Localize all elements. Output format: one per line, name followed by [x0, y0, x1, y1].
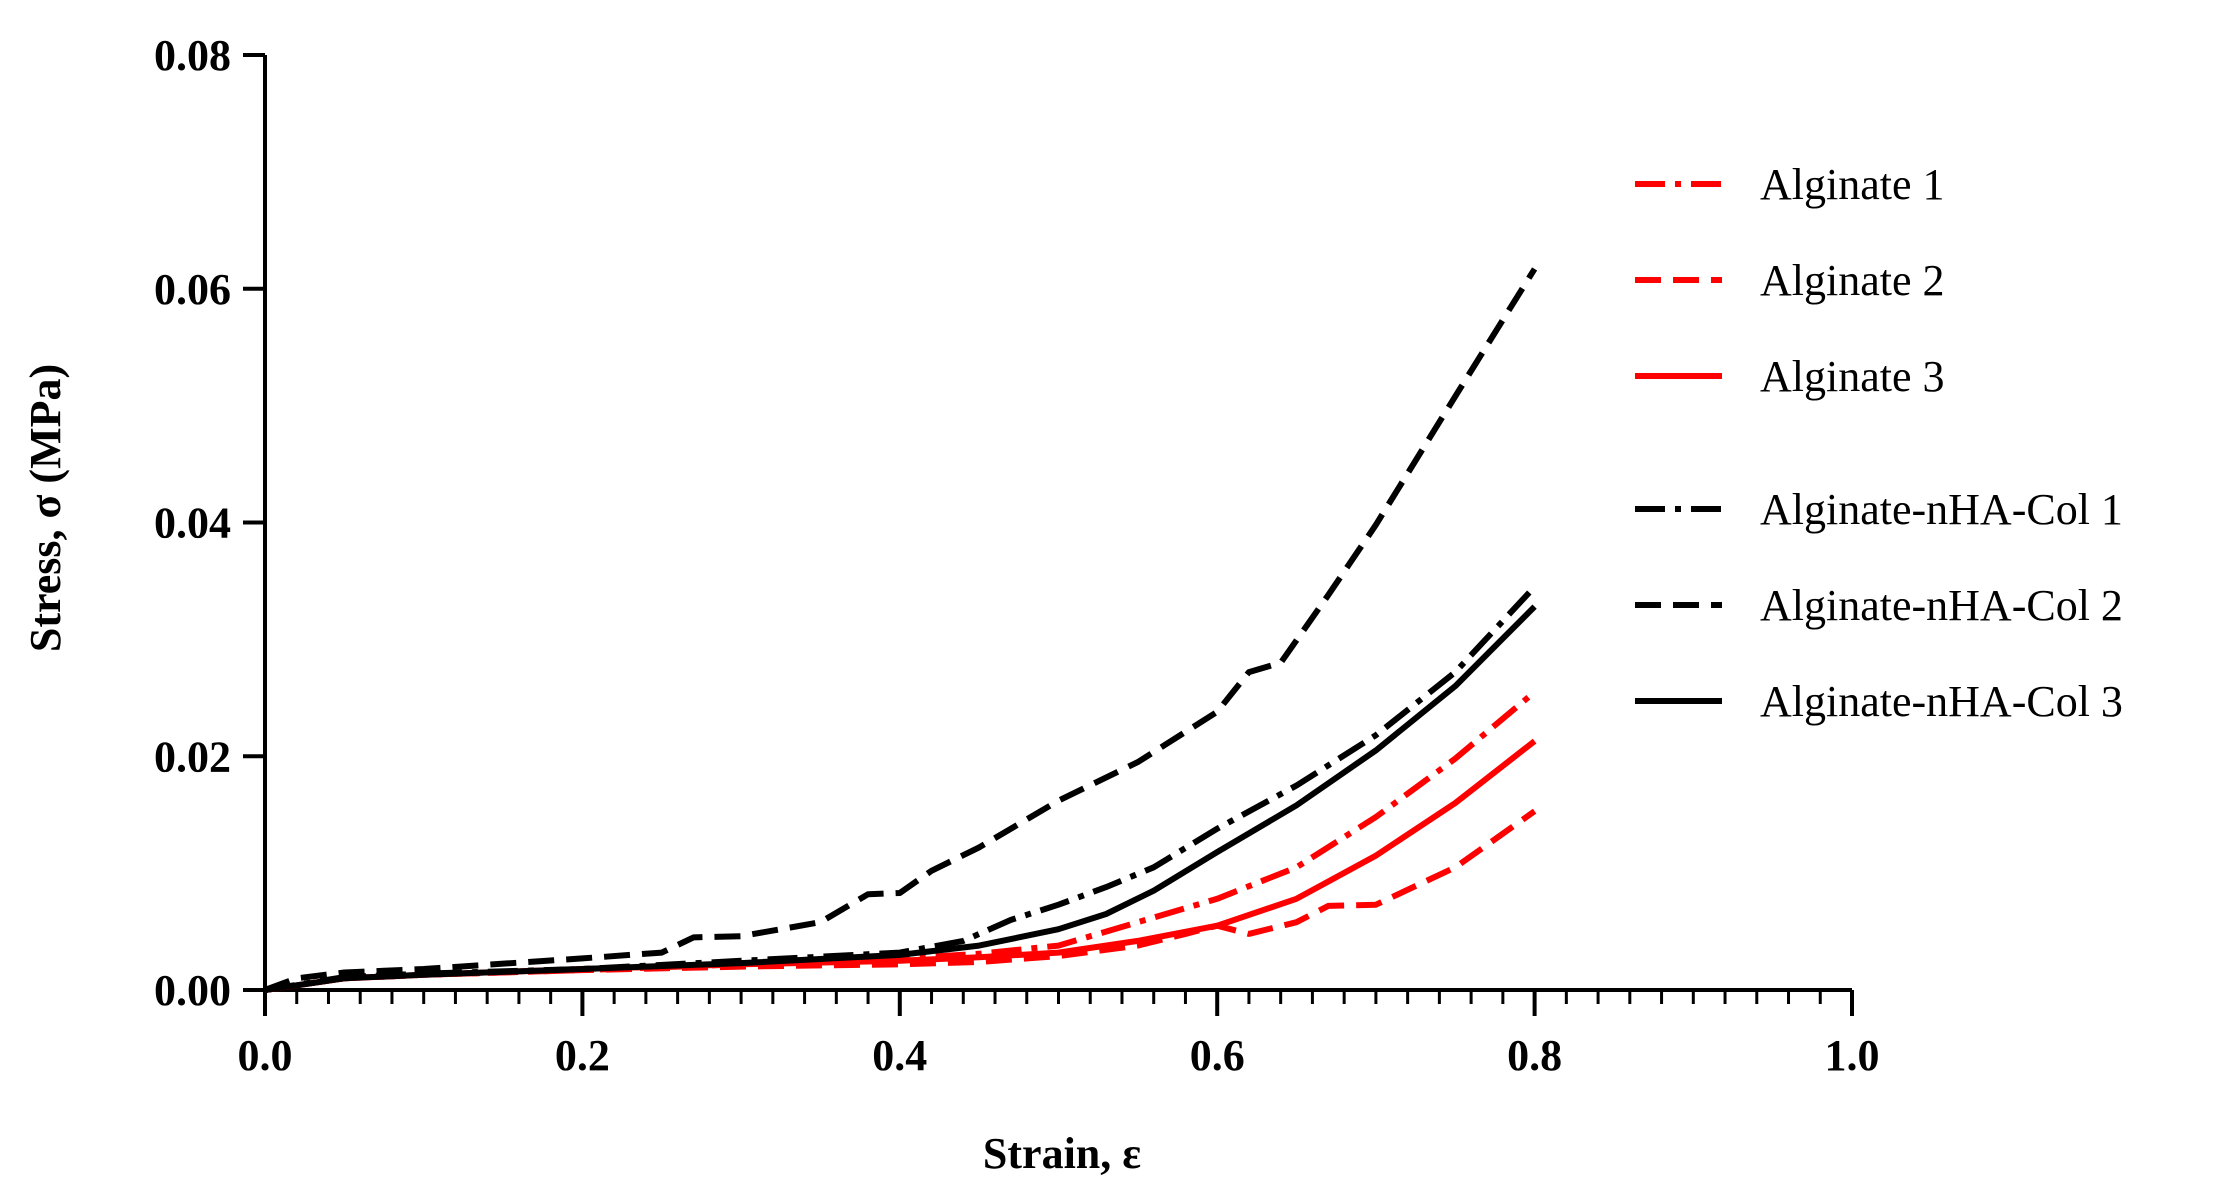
y-tick-label: 0.06 [154, 265, 231, 314]
legend-label-4: Alginate-nHA-Col 1 [1760, 485, 2123, 534]
y-tick-label: 0.04 [154, 499, 231, 548]
series-line-6 [264, 604, 1537, 993]
legend-label-5: Alginate-nHA-Col 2 [1760, 581, 2123, 630]
x-tick-label: 0.6 [1190, 1031, 1245, 1080]
series-layer [263, 267, 1538, 993]
y-tick-label: 0.02 [154, 732, 231, 781]
x-tick-label: 0.4 [872, 1031, 927, 1080]
y-tick-label: 0.00 [154, 966, 231, 1015]
x-tick-label: 1.0 [1825, 1031, 1880, 1080]
series-line-5 [263, 267, 1538, 993]
series-line-4 [264, 584, 1537, 993]
x-tick-label: 0.8 [1507, 1031, 1562, 1080]
legend-label-1: Alginate 1 [1760, 160, 1945, 209]
series-line-1 [264, 689, 1537, 993]
y-tick-label: 0.08 [154, 31, 231, 80]
legend-label-2: Alginate 2 [1760, 256, 1945, 305]
legend: Alginate 1 Alginate 2 Alginate 3 Alginate-n… [1635, 160, 2123, 726]
legend-label-6: Alginate-nHA-Col 3 [1760, 677, 2123, 726]
x-tick-label: 0.0 [238, 1031, 293, 1080]
x-axis-title: Strain, ε [983, 1129, 1141, 1178]
y-axis-title: Stress, σ (MPa) [21, 364, 70, 652]
axes: 0.00 0.02 0.04 0.06 0.08 0.0 0.2 0.4 0.6 0.8 1.0 [154, 31, 1880, 1080]
legend-label-3: Alginate 3 [1760, 352, 1945, 401]
x-tick-label: 0.2 [555, 1031, 610, 1080]
series-line-2 [264, 808, 1537, 993]
